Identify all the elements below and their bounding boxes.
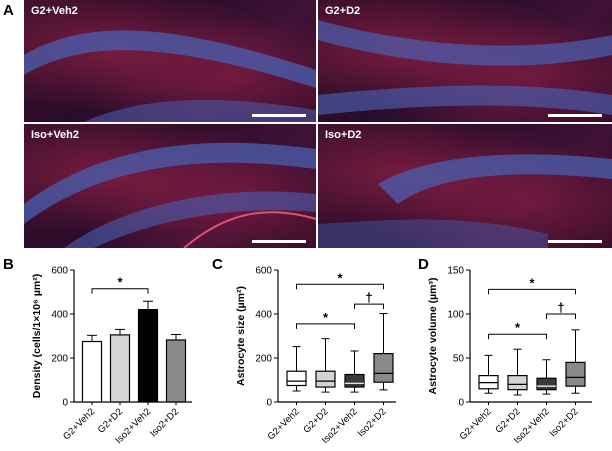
box xyxy=(507,375,528,391)
significance-bracket xyxy=(354,303,384,310)
dentate-gyrus-band xyxy=(24,142,316,248)
significance-marker: † xyxy=(557,300,564,315)
bar xyxy=(81,340,103,403)
box xyxy=(373,353,394,383)
micrograph-label: G2+D2 xyxy=(325,5,361,17)
micrograph-g2-d2: G2+D2 xyxy=(318,0,612,122)
box xyxy=(565,361,586,387)
significance-marker: * xyxy=(117,275,123,290)
x-tick-label: Iso2+D2 xyxy=(148,406,181,439)
x-tick-label: Iso2+D2 xyxy=(356,406,389,439)
bar xyxy=(137,309,159,403)
significance-bracket xyxy=(488,288,576,295)
y-tick-label: 0 xyxy=(62,398,68,409)
significance-bracket xyxy=(296,323,355,329)
significance-bracket xyxy=(91,288,149,294)
bar xyxy=(109,334,131,403)
micrograph-iso-d2: Iso+D2 xyxy=(318,124,612,248)
significance-bracket xyxy=(488,333,547,340)
box xyxy=(536,377,557,391)
micrograph-label: Iso+Veh2 xyxy=(31,129,80,141)
scale-bar xyxy=(548,114,602,117)
x-tick-label: G2+Veh2 xyxy=(266,406,302,442)
panel-a-letter: A xyxy=(3,2,14,19)
significance-marker: * xyxy=(337,270,343,285)
panel-b-letter: B xyxy=(3,256,14,273)
x-tick-label: G2+Veh2 xyxy=(458,406,494,442)
y-tick-label: 600 xyxy=(51,266,68,277)
dentate-gyrus-band xyxy=(318,20,612,115)
box xyxy=(286,370,307,387)
y-tick-label: 0 xyxy=(266,398,272,409)
y-tick-label: 150 xyxy=(447,266,464,277)
y-tick-label: 50 xyxy=(453,354,465,365)
y-tick-label: 0 xyxy=(458,398,464,409)
significance-marker: † xyxy=(365,290,372,305)
y-tick-label: 400 xyxy=(255,310,272,321)
panel-c-y-axis-label: Astrocyte size (µm²) xyxy=(235,286,247,386)
scale-bar xyxy=(252,240,306,243)
micrograph-label: G2+Veh2 xyxy=(31,5,78,17)
y-tick-label: 100 xyxy=(447,310,464,321)
micrograph-iso-veh2: Iso+Veh2 xyxy=(24,124,316,248)
scale-bar xyxy=(548,240,602,243)
panel-d-letter: D xyxy=(418,256,429,273)
significance-marker: * xyxy=(323,310,329,325)
significance-bracket xyxy=(296,283,384,290)
micrograph-label: Iso+D2 xyxy=(325,129,362,141)
panel-d-y-axis-label: Astrocyte volume (µm³) xyxy=(427,278,439,395)
scale-bar xyxy=(252,114,306,117)
significance-marker: * xyxy=(515,320,521,335)
dentate-gyrus-band xyxy=(318,154,612,248)
box xyxy=(344,373,365,388)
box xyxy=(315,370,336,388)
y-tick-label: 200 xyxy=(255,354,272,365)
panel-c-letter: C xyxy=(212,256,223,273)
x-tick-label: G2+Veh2 xyxy=(61,406,97,442)
bar xyxy=(165,339,187,403)
y-tick-label: 600 xyxy=(255,266,272,277)
y-tick-label: 400 xyxy=(51,310,68,321)
y-tick-label: 200 xyxy=(51,354,68,365)
significance-marker: * xyxy=(529,275,535,290)
significance-bracket xyxy=(546,313,576,319)
x-tick-label: Iso2+D2 xyxy=(548,406,581,439)
micrograph-g2-veh2: G2+Veh2 xyxy=(24,0,316,122)
panel-b-y-axis-label: Density (cells/1×10⁶ µm²) xyxy=(31,274,43,398)
